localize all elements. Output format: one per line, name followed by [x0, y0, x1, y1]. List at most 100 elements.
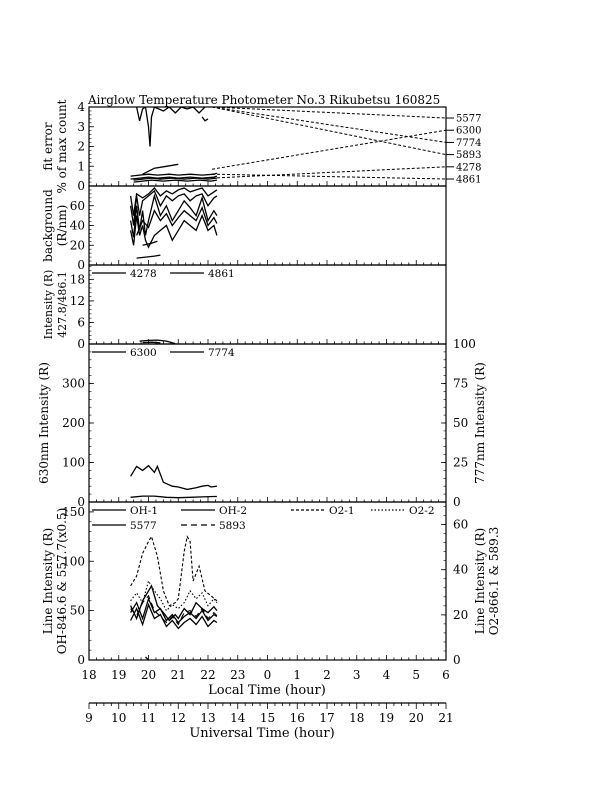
y-axis-label: Intensity (R) — [42, 270, 55, 340]
edge-connector — [211, 106, 447, 156]
local-time-tick-label: 19 — [111, 668, 126, 682]
y-right-tick-label: 100 — [453, 337, 476, 351]
ut-tick-label: 19 — [379, 711, 394, 725]
series-group — [129, 187, 218, 259]
ut-tick-label: 17 — [319, 711, 334, 725]
y-axis-label: fit error — [41, 122, 55, 170]
panel-fit-error: 0 1 2 3 4 fit error% of max count 557763007774… — [41, 99, 481, 193]
y-axis-label: Line Intensity (R) — [41, 528, 55, 634]
legend: 6300 7774 — [92, 347, 235, 359]
y-tick-label: 12 — [70, 294, 85, 308]
ut-tick-label: 21 — [438, 711, 453, 725]
y-axis-label: (R/nm) — [55, 205, 69, 247]
series-line-5577 — [130, 584, 218, 622]
edge-label-6300: 6300 — [456, 126, 481, 137]
y-tick-label: 0 — [77, 258, 85, 272]
y-right-tick-label: 0 — [453, 653, 461, 667]
series-line-trace — [133, 179, 218, 183]
y-right-tick-label: 75 — [453, 377, 468, 391]
panel-background: 0 20 40 60 background (R/nm) — [41, 185, 447, 272]
series-group — [139, 339, 176, 344]
series-line-trace — [136, 254, 161, 259]
y-tick-label: 2 — [77, 140, 85, 154]
y-right-tick-label: 20 — [453, 608, 468, 622]
ut-tick-label: 13 — [200, 711, 215, 725]
local-time-tick-label: 23 — [230, 668, 245, 682]
universal-time-axis-label: Universal Time (hour) — [189, 726, 334, 741]
legend-label-5577: 5577 — [130, 520, 157, 532]
series-line-OH-1 — [130, 596, 218, 624]
edge-connector — [211, 173, 447, 180]
y-tick-label: 18 — [70, 272, 85, 286]
ut-tick-label: 15 — [260, 711, 275, 725]
series-line-7774 — [130, 495, 217, 499]
y-tick-label: 1 — [77, 159, 85, 173]
series-line-trace — [135, 107, 206, 147]
y-right-tick-label: 25 — [453, 456, 468, 470]
local-time-tick-label: 22 — [200, 668, 215, 682]
y-tick-label: 0 — [77, 337, 85, 351]
y-tick-label: 20 — [70, 238, 85, 252]
local-time-axis-label: Local Time (hour) — [208, 683, 326, 698]
series-group — [130, 464, 217, 499]
y-tick-label: 100 — [62, 456, 85, 470]
series-line-trace — [142, 163, 179, 175]
y-tick-label: 150 — [62, 505, 85, 519]
legend-label-O2-1: O2-1 — [329, 505, 355, 517]
y-tick-label: 3 — [77, 120, 85, 134]
panel-blue-intensity: 0 6 12 18 Intensity (R) 427.8/486.1 4278 4861 — [42, 264, 447, 351]
edge-connector — [211, 106, 447, 143]
legend-label-4861: 4861 — [208, 268, 235, 280]
local-time-axis: 18 19 20 21 22 23 0 1 2 3 4 5 6 — [81, 668, 449, 682]
edge-label-5577: 5577 — [456, 114, 481, 125]
y-right-tick-label: 50 — [453, 416, 468, 430]
ut-tick-label: 14 — [230, 711, 246, 725]
edge-label-4278: 4278 — [456, 162, 481, 173]
y-tick-label: 300 — [62, 377, 85, 391]
y-right-tick-label: 0 — [453, 495, 461, 509]
y-right-axis-label: 777nm Intensity (R) — [473, 362, 487, 484]
legend: OH-1 OH-2 O2-1 O2-2 5577 5893 — [92, 505, 435, 532]
legend-label-O2-2: O2-2 — [409, 505, 435, 517]
edge-connector — [211, 129, 447, 170]
y-tick-label: 0 — [77, 495, 85, 509]
series-line-5577-scatter — [145, 656, 149, 660]
panel-frame — [88, 343, 447, 503]
local-time-tick-label: 1 — [293, 668, 301, 682]
y-tick-label: 200 — [62, 416, 85, 430]
series-line-trace — [129, 189, 218, 226]
ut-tick-label: 10 — [111, 711, 126, 725]
y-axis-label: OH-846.6 & 557.7(x0.5) — [55, 508, 69, 655]
y-tick-label: 0 — [77, 653, 85, 667]
ut-tick-label: 16 — [290, 711, 305, 725]
series-line-trace — [135, 205, 218, 236]
local-time-tick-label: 0 — [264, 668, 272, 682]
y-axis-label: % of max count — [55, 99, 69, 193]
series-line-trace — [129, 193, 218, 238]
y-right-tick-label: 40 — [453, 563, 468, 577]
ut-tick-label: 12 — [171, 711, 186, 725]
ut-tick-label: 9 — [85, 711, 93, 725]
y-right-tick-label: 60 — [453, 518, 468, 532]
series-line-trace — [201, 116, 209, 122]
y-tick-label: 60 — [70, 199, 85, 213]
y-tick-label: 4 — [77, 100, 85, 114]
legend: 4278 4861 — [92, 268, 235, 280]
legend-label-7774: 7774 — [208, 347, 235, 359]
local-time-tick-label: 5 — [412, 668, 420, 682]
series-line-trace — [142, 240, 158, 246]
y-tick-label: 100 — [62, 554, 85, 568]
edge-label-4861: 4861 — [456, 175, 481, 186]
ut-tick-label: 11 — [141, 711, 156, 725]
series-line-4861 — [142, 341, 161, 344]
y-tick-label: 50 — [70, 604, 85, 618]
edge-connector — [211, 166, 447, 179]
local-time-tick-label: 4 — [383, 668, 391, 682]
y-tick-label: 40 — [70, 219, 85, 233]
ut-tick-label: 18 — [349, 711, 364, 725]
edge-connector — [211, 106, 447, 119]
series-line-O2-2 — [130, 579, 218, 612]
series-line-6300 — [130, 464, 217, 491]
series-group — [130, 535, 218, 660]
y-tick-label: 0 — [77, 179, 85, 193]
